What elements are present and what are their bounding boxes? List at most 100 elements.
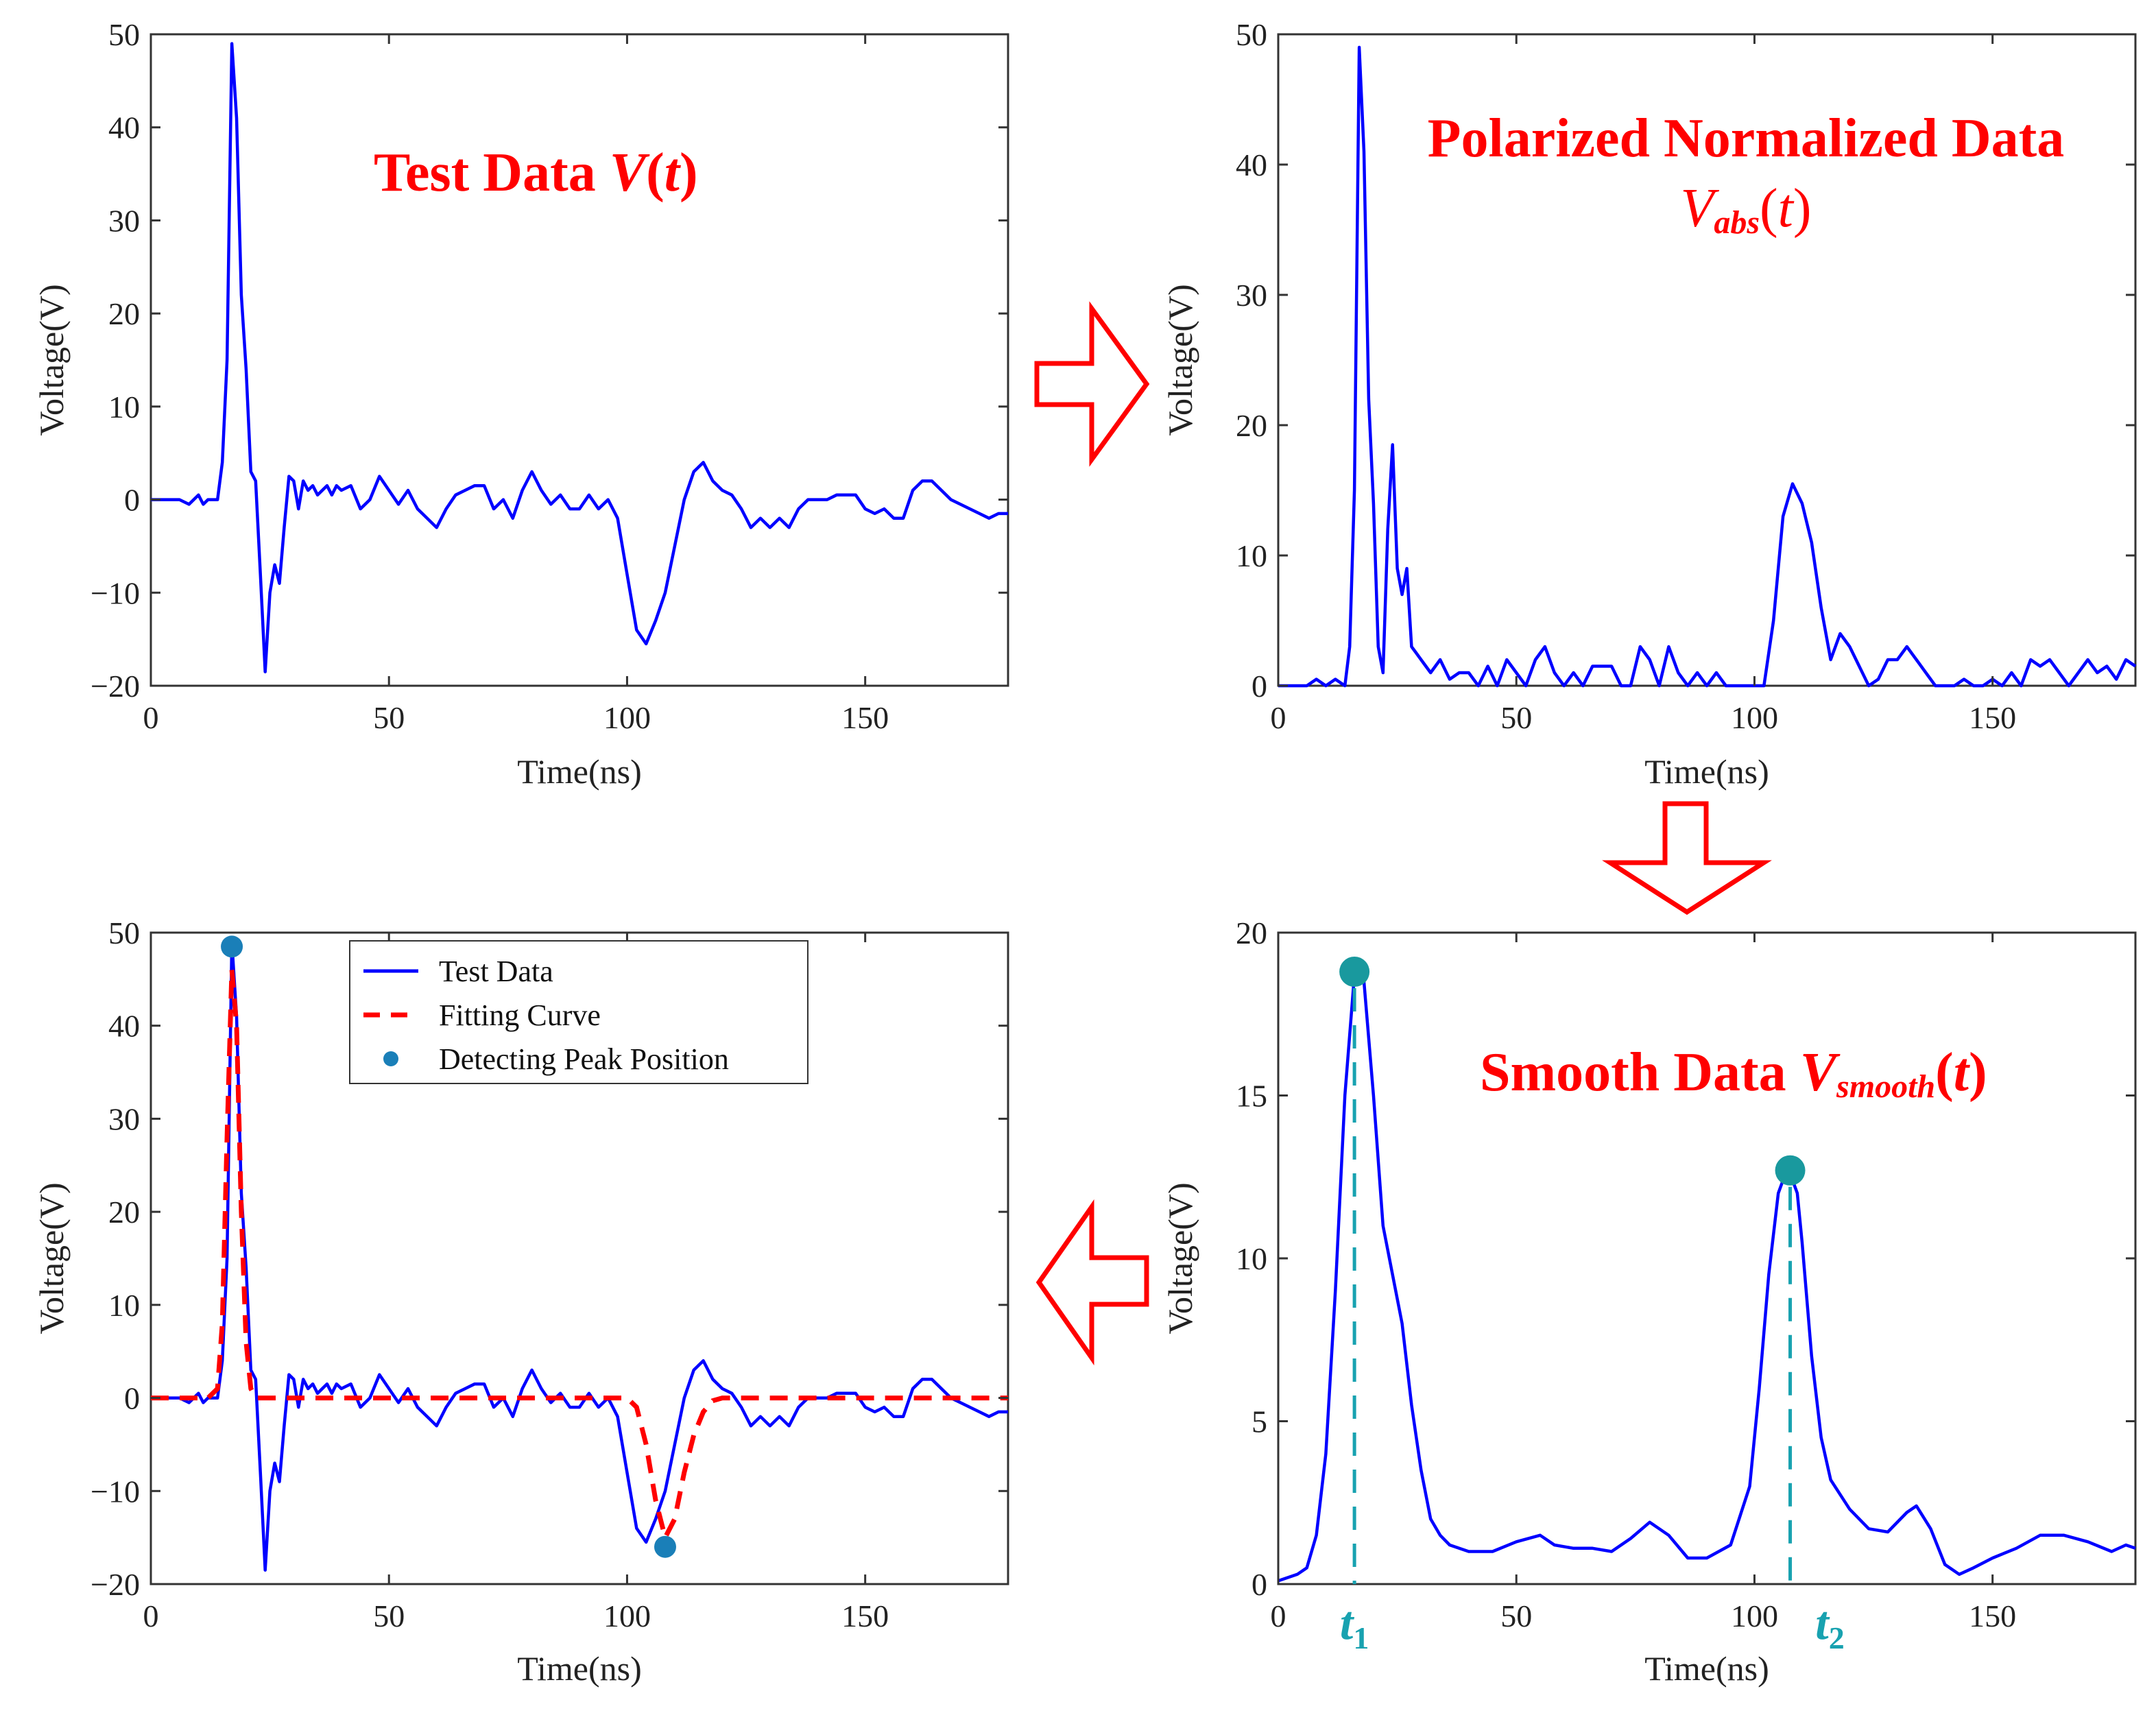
y-tick-label: 0 [124, 483, 140, 518]
x-tick-label: 150 [1969, 1598, 2016, 1633]
legend-label-test-data: Test Data [439, 955, 553, 988]
fitting-curve-line [151, 970, 1008, 1544]
x-tick-label: 50 [1500, 700, 1532, 735]
peak-marker [1339, 957, 1370, 987]
title-arg: t [1954, 1042, 1971, 1103]
y-tick-label: 50 [108, 915, 140, 950]
title-var: V [1680, 178, 1719, 239]
x-axis-label: Time(ns) [517, 752, 642, 791]
plot-area-test-data [149, 33, 1009, 687]
legend: Test Data Fitting Curve Detecting Peak P… [349, 940, 809, 1084]
y-tick-label: 10 [108, 390, 140, 424]
y-tick-label: 40 [108, 1009, 140, 1044]
plot-area-smooth [1277, 931, 2137, 1585]
x-tick-label: 50 [1500, 1598, 1532, 1633]
x-tick-label: 150 [841, 1598, 889, 1633]
y-tick-label: 20 [108, 1195, 140, 1230]
x-tick-label: 50 [373, 1598, 405, 1633]
panel-polarized: 0 50 100 150 0 10 20 30 40 50 Time(ns) Voltage(V)… [1161, 17, 2137, 791]
title-open: ( [646, 143, 664, 203]
y-tick-label: 30 [108, 1101, 140, 1136]
title-main: Test Data [374, 143, 610, 203]
series-line [151, 42, 1008, 673]
y-tick-label: 20 [1236, 408, 1267, 443]
y-tick-label: 30 [108, 203, 140, 238]
y-axis-label: Voltage(V) [32, 284, 71, 435]
peak-marker [221, 935, 243, 958]
legend-label-fitting-curve: Fitting Curve [439, 998, 601, 1032]
peak-time-label: t2 [1815, 1597, 1844, 1655]
y-tick-label: −10 [91, 575, 140, 610]
arrow-left [1035, 1199, 1149, 1366]
title-var: V [610, 143, 650, 203]
x-tick-label: 100 [1731, 700, 1778, 735]
peak-marker [1775, 1155, 1806, 1186]
title-close: ) [1969, 1042, 1987, 1103]
peak-marker [654, 1535, 676, 1558]
panel-test-data: 0 50 100 150 −20 −10 0 10 20 30 40 50 Time(ns) Volt… [32, 17, 1009, 791]
plot-area-polarized [1277, 33, 2137, 687]
x-tick-label: 150 [841, 700, 889, 735]
series-line [1278, 45, 2137, 688]
arrow-down [1602, 801, 1772, 915]
y-tick-label: −20 [91, 1567, 140, 1602]
peak-time-main: t [1340, 1597, 1355, 1650]
x-tick-label: 0 [143, 700, 159, 735]
y-tick-label: 0 [124, 1381, 140, 1416]
panel-title-smooth: Smooth Data Vsmooth(t) [1480, 1042, 1987, 1105]
peak-time-sub: 2 [1829, 1620, 1845, 1655]
title-open: ( [1760, 178, 1778, 239]
x-tick-label: 100 [603, 700, 651, 735]
title-close: ) [1793, 178, 1812, 239]
y-tick-label: 10 [108, 1288, 140, 1323]
y-axis-label: Voltage(V) [32, 1182, 71, 1334]
panel-title-test-data: Test Data V(t) [374, 143, 698, 203]
peak-time-label: t1 [1340, 1597, 1369, 1655]
y-tick-label: −20 [91, 669, 140, 704]
arrow-right [1034, 301, 1150, 467]
legend-box [349, 940, 809, 1084]
title-main: Smooth Data [1480, 1042, 1800, 1103]
x-tick-label: 0 [143, 1598, 159, 1633]
y-tick-label: 50 [1236, 17, 1267, 52]
x-tick-label: 0 [1271, 700, 1286, 735]
y-axis-label: Voltage(V) [1161, 1182, 1199, 1334]
x-tick-label: 150 [1969, 700, 2016, 735]
y-tick-label: 40 [1236, 147, 1267, 182]
x-tick-label: 100 [1731, 1598, 1778, 1633]
y-tick-label: 30 [1236, 278, 1267, 313]
series-line [1278, 967, 2136, 1583]
x-tick-label: 0 [1271, 1598, 1286, 1633]
legend-label-peak: Detecting Peak Position [439, 1042, 729, 1076]
title-sub: abs [1714, 204, 1760, 241]
y-tick-label: 10 [1236, 538, 1267, 573]
x-axis-label: Time(ns) [1644, 1649, 1769, 1688]
title-sub: smooth [1836, 1068, 1935, 1105]
y-axis-label: Voltage(V) [1161, 284, 1199, 435]
y-tick-label: 5 [1251, 1404, 1267, 1439]
y-tick-label: 40 [108, 110, 140, 145]
y-tick-label: 15 [1236, 1079, 1267, 1114]
title-close: ) [680, 143, 698, 203]
y-tick-label: 0 [1251, 669, 1267, 704]
x-tick-label: 50 [373, 700, 405, 735]
peak-time-sub: 1 [1353, 1620, 1369, 1655]
title-arg: t [1778, 178, 1795, 239]
x-axis-label: Time(ns) [1644, 752, 1769, 791]
title-arg: t [664, 143, 682, 203]
x-axis-label: Time(ns) [517, 1649, 642, 1688]
title-open: ( [1935, 1042, 1954, 1103]
panel-title-polarized-line2: Vabs(t) [1680, 178, 1811, 241]
x-tick-label: 100 [603, 1598, 651, 1633]
y-tick-label: 20 [1236, 915, 1267, 950]
y-tick-label: 20 [108, 296, 140, 331]
panel-title-polarized-line1: Polarized Normalized Data [1428, 108, 2065, 169]
panel-fitting: 0 50 100 150 −20 −10 0 10 20 30 40 50 Time(ns) Volt… [32, 915, 1009, 1688]
y-tick-label: 0 [1251, 1567, 1267, 1602]
panel-smooth: 0 50 100 150 0 5 10 15 20 Time(ns) Voltage(V) Sm… [1161, 915, 2137, 1688]
y-tick-label: 10 [1236, 1241, 1267, 1276]
y-tick-label: 50 [108, 17, 140, 52]
title-var: V [1800, 1042, 1841, 1103]
y-tick-label: −10 [91, 1474, 140, 1509]
